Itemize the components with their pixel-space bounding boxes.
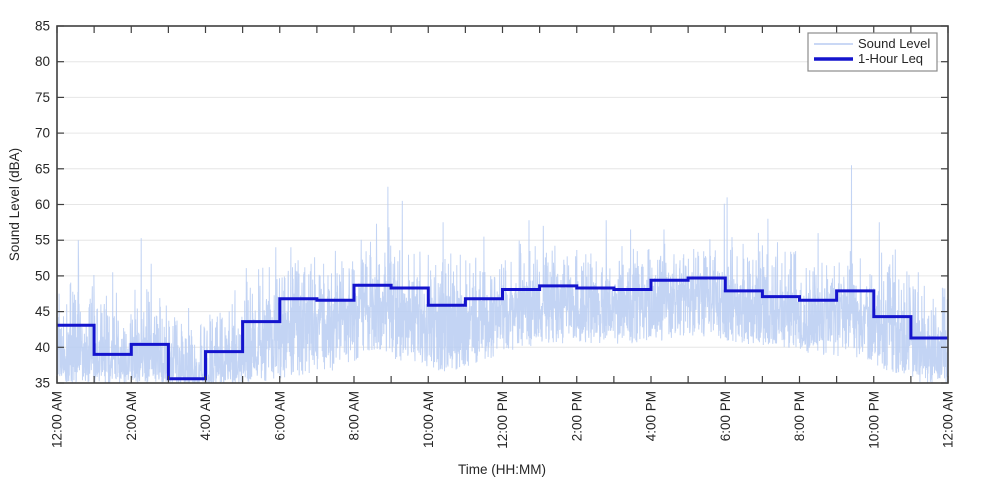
xtick-label-5: 10:00 AM	[421, 391, 436, 448]
xtick-label-3: 6:00 AM	[272, 391, 287, 441]
sound-level-trace	[56, 165, 949, 385]
x-axis-title: Time (HH:MM)	[458, 462, 546, 477]
axis-ticks	[56, 25, 949, 384]
tick-labels: 35 40 45 50 55 60 65 70 75 80 85 12:00 AM 2:00 AM 4:0…	[35, 19, 956, 449]
ytick-label-35: 35	[35, 376, 50, 391]
ytick-label-60: 60	[35, 197, 50, 212]
gridlines	[57, 61, 948, 348]
ytick-label-50: 50	[35, 268, 50, 283]
leq-step-line	[57, 276, 948, 381]
legend-label-sound-level: Sound Level	[858, 36, 930, 51]
xtick-label-12: 12:00 AM	[941, 391, 956, 448]
legend-label-leq: 1-Hour Leq	[858, 51, 923, 66]
xtick-label-0: 12:00 AM	[50, 391, 65, 448]
ytick-label-70: 70	[35, 126, 50, 141]
y-axis-title: Sound Level (dBA)	[7, 148, 22, 261]
xtick-label-6: 12:00 PM	[495, 391, 510, 449]
xtick-label-7: 2:00 PM	[569, 391, 584, 441]
series-layer	[56, 165, 949, 385]
ytick-label-75: 75	[35, 90, 50, 105]
xtick-label-10: 8:00 PM	[792, 391, 807, 441]
xtick-label-8: 4:00 PM	[644, 391, 659, 441]
xtick-label-1: 2:00 AM	[124, 391, 139, 441]
ytick-label-40: 40	[35, 340, 50, 355]
xtick-label-11: 10:00 PM	[866, 391, 881, 449]
legend-box	[807, 32, 938, 72]
ytick-label-55: 55	[35, 233, 50, 248]
xtick-label-4: 8:00 AM	[347, 391, 362, 441]
xtick-label-9: 6:00 PM	[718, 391, 733, 441]
legend: Sound Level 1-Hour Leq	[807, 32, 938, 72]
ytick-label-45: 45	[35, 304, 50, 319]
ytick-label-85: 85	[35, 19, 50, 34]
ytick-label-80: 80	[35, 54, 50, 69]
ytick-label-65: 65	[35, 161, 50, 176]
xtick-label-2: 4:00 AM	[198, 391, 213, 441]
